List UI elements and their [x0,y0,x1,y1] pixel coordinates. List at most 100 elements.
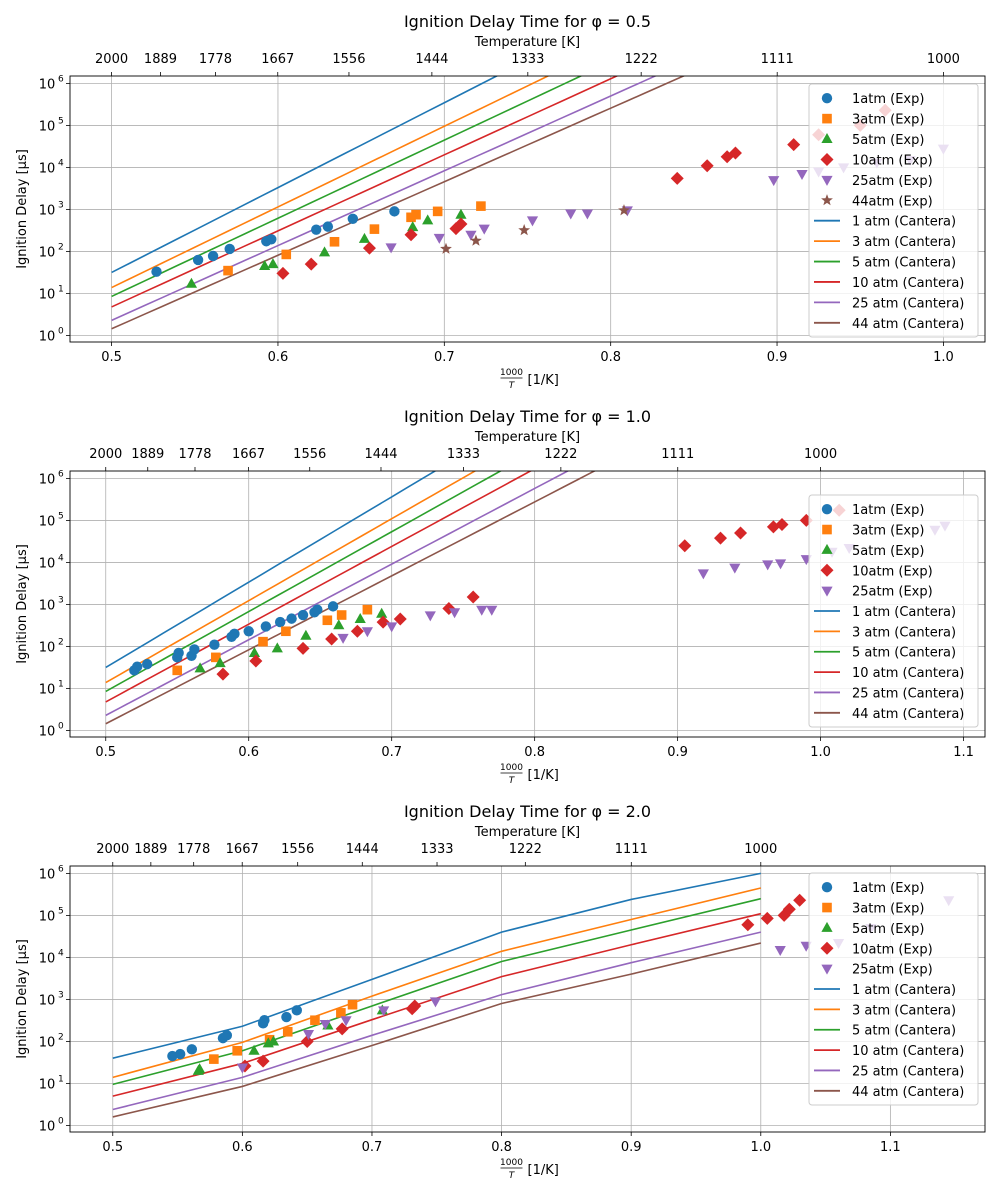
y-tick-exponent: 4 [58,948,64,958]
legend-label: 25 atm (Cantera) [852,1064,964,1079]
legend-label: 1 atm (Cantera) [852,983,956,998]
data-point [325,632,339,646]
y-tick-label: 10 [39,951,56,966]
legend-label: 44 atm (Cantera) [852,317,964,332]
data-point [465,230,477,241]
data-point [376,615,390,629]
data-point [318,246,331,257]
model-line [105,471,533,703]
model-line [111,76,619,308]
top-tick-label: 1778 [178,447,211,462]
x-tick-label: 0.8 [491,1140,512,1155]
y-axis-label: Ignition Delay [µs] [15,939,30,1059]
y-tick-label: 10 [39,161,56,176]
chart-title: Ignition Delay Time for φ = 1.0 [404,407,651,426]
data-point [478,224,490,235]
y-tick-label: 10 [39,909,56,924]
y-tick-label: 10 [39,329,56,344]
data-point [248,1044,260,1055]
y-tick-label: 10 [39,287,56,302]
data-point [741,918,755,932]
data-point [378,1006,390,1017]
legend-label: 10atm (Exp) [852,153,933,168]
data-point [389,206,400,217]
top-tick-label: 1111 [615,842,648,857]
y-tick-exponent: 2 [58,242,64,252]
data-point [172,665,183,676]
y-tick-exponent: 5 [58,116,64,126]
x-tick-label: 0.6 [232,1140,253,1155]
y-tick-label: 10 [39,472,56,487]
x-tick-label: 0.7 [381,745,402,760]
data-point [281,626,291,637]
x-tick-label: 1.0 [750,1140,771,1155]
data-point [581,209,593,220]
legend-label: 25 atm (Cantera) [852,296,964,311]
data-point [407,221,419,232]
y-tick-exponent: 3 [58,200,64,210]
legend-label: 1atm (Exp) [852,503,924,518]
data-point [286,613,297,624]
x-tick-label: 0.8 [524,745,545,760]
x-label-numerator: 1000 [500,763,523,773]
data-point [297,609,309,621]
legend-marker [821,964,833,975]
y-tick-label: 10 [39,640,56,655]
x-label-unit: [1/K] [528,373,559,388]
legend-marker [820,152,834,166]
data-point [762,560,774,571]
legend-label: 10 atm (Cantera) [852,276,964,291]
y-tick-exponent: 3 [58,990,64,1000]
top-tick-label: 2000 [95,52,128,67]
legend-label: 25atm (Exp) [852,963,933,978]
data-point [411,209,421,220]
y-tick-label: 10 [39,867,56,882]
data-point [174,1048,186,1060]
legend-marker [821,881,833,893]
data-point [787,138,801,152]
data-point [311,224,322,235]
y-tick-exponent: 6 [58,469,64,479]
chart-title: Ignition Delay Time for φ = 2.0 [404,802,651,821]
x-label-denominator: T [509,381,516,391]
data-point [131,661,143,672]
data-point [336,610,347,620]
y-tick-label: 10 [39,993,56,1008]
y-tick-exponent: 6 [58,864,64,874]
x-label-unit: [1/K] [528,768,559,783]
top-tick-label: 1333 [420,842,453,857]
data-point [406,212,416,223]
data-point [347,999,358,1010]
x-label-numerator: 1000 [500,368,523,378]
data-point [207,250,219,262]
model-line [105,471,570,717]
y-tick-label: 10 [39,514,56,529]
model-line [111,76,550,289]
y-tick-label: 10 [39,598,56,613]
data-point [670,171,684,185]
data-point [369,224,380,234]
data-point [249,654,263,668]
data-point [223,265,233,276]
y-tick-exponent: 2 [58,637,64,647]
data-point [211,652,221,663]
y-tick-exponent: 2 [58,1032,64,1042]
data-point [424,611,436,622]
data-point [232,1045,242,1056]
top-tick-label: 1222 [509,842,542,857]
x-tick-label: 0.6 [268,350,289,365]
data-point [167,1050,178,1062]
top-tick-label: 1667 [261,52,294,67]
data-point [361,627,373,638]
data-point [565,209,577,220]
legend-label: 3atm (Exp) [852,902,924,917]
top-tick-label: 1333 [511,52,544,67]
data-point [282,1026,293,1037]
data-point [793,893,807,907]
top-tick-label: 1778 [199,52,232,67]
data-point [224,243,235,255]
data-point [300,1034,314,1048]
data-point [186,1044,198,1055]
axes-frame [69,865,986,1133]
legend-marker [822,113,832,124]
